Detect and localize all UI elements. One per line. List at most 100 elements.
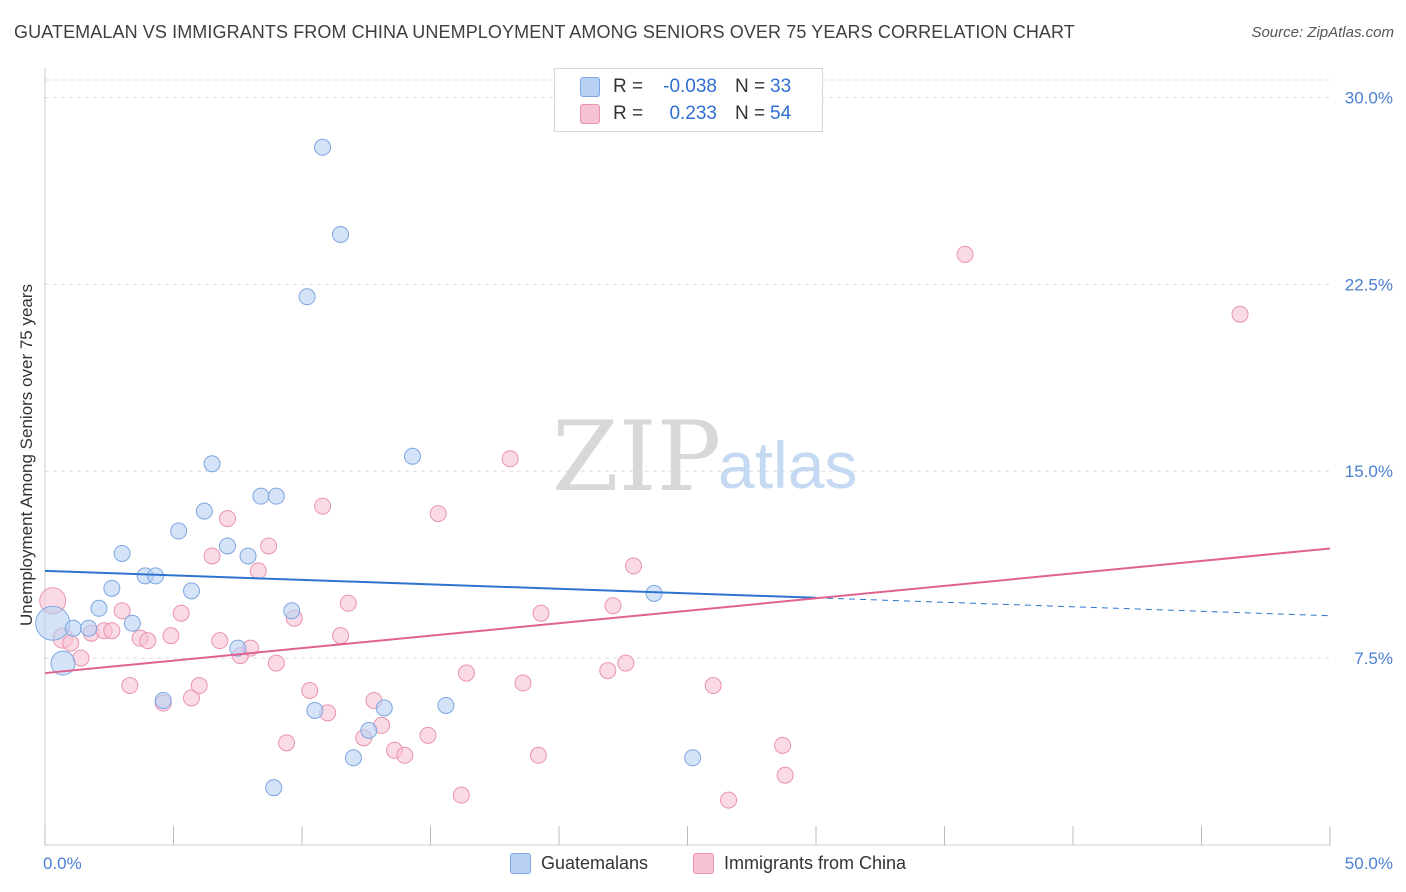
data-point-china [249, 562, 267, 580]
data-point-guatemalan [404, 447, 422, 465]
watermark-zip: ZIP [552, 401, 721, 513]
trendline-guatemalans-solid [44, 569, 817, 599]
data-point-china [457, 664, 475, 682]
trendline-immigrants-from-china [44, 547, 1331, 675]
data-point-china [339, 594, 357, 612]
stats-r-value: 0.233 [669, 103, 717, 124]
stats-swatch-blue [580, 77, 600, 97]
data-point-guatemalan [265, 779, 283, 797]
data-point-guatemalan [314, 138, 332, 156]
data-point-guatemalan [64, 619, 82, 637]
legend-label: Immigrants from China [724, 853, 907, 873]
x-tick-label: 0.0% [43, 854, 82, 873]
data-point-china [182, 689, 200, 707]
data-point-china [103, 622, 121, 640]
data-point-china [604, 597, 622, 615]
data-point-china [720, 791, 738, 809]
data-point-china [267, 654, 285, 672]
data-point-china [419, 726, 437, 744]
stats-swatch-pink [580, 104, 600, 124]
data-point-guatemalan [283, 602, 301, 620]
gridlines [45, 79, 1330, 659]
data-point-china [314, 497, 332, 515]
data-point-guatemalan [35, 605, 71, 641]
stats-row-immigrants-from-china: R = 0.233 N = 54 [555, 101, 822, 127]
data-point-guatemalan [80, 619, 98, 637]
chart-title: GUATEMALAN VS IMMIGRANTS FROM CHINA UNEM… [14, 22, 1075, 42]
y-tick-label: 7.5% [1354, 649, 1393, 668]
data-point-guatemalan [298, 288, 316, 306]
axes [44, 68, 1331, 846]
data-point-china [529, 746, 547, 764]
data-point-china [704, 677, 722, 695]
data-point-china [625, 557, 643, 575]
trendlines [44, 547, 1331, 675]
x-tick-labels: 0.0% 50.0% [43, 854, 1393, 873]
data-point-china [514, 674, 532, 692]
stats-n-value: 54 [770, 103, 792, 124]
data-point-guatemalan [267, 487, 285, 505]
data-point-guatemalan [239, 547, 257, 565]
data-point-china [190, 677, 208, 695]
data-point-china [162, 627, 180, 645]
data-point-guatemalan [375, 699, 393, 717]
legend-label: Guatemalans [541, 853, 649, 873]
watermark: ZIP atlas [552, 401, 857, 513]
data-point-guatemalan [90, 599, 108, 617]
data-point-china [452, 786, 470, 804]
data-point-guatemalan [344, 749, 362, 767]
stats-n-label: N = [735, 103, 766, 124]
stats-r-label: R = [613, 76, 644, 97]
data-point-china [776, 766, 794, 784]
data-point-guatemalan [229, 639, 247, 657]
stats-n-value: 33 [770, 76, 792, 97]
legend-swatch-blue [510, 853, 531, 874]
data-point-china [617, 654, 635, 672]
series-immigrants-from-china [39, 245, 1249, 809]
correlation-stats-box: R = -0.038 N = 33 R = 0.233 N = 54 [554, 68, 823, 132]
data-point-china [532, 604, 550, 622]
data-point-china [429, 505, 447, 523]
data-point-china [211, 632, 229, 650]
legend-swatch-pink [693, 853, 714, 874]
trendline-guatemalans-dashed [815, 597, 1331, 617]
data-point-guatemalan [103, 579, 121, 597]
data-point-china [203, 547, 221, 565]
data-point-china [301, 682, 319, 700]
stats-r-label: R = [613, 103, 644, 124]
data-point-china [62, 634, 80, 652]
data-point-china [774, 736, 792, 754]
data-point-china [501, 450, 519, 468]
source-label: Source: ZipAtlas.com [1251, 24, 1394, 41]
data-point-china [113, 602, 131, 620]
watermark-atlas: atlas [718, 428, 857, 502]
y-tick-label: 15.0% [1345, 462, 1393, 481]
data-point-guatemalan [360, 721, 378, 739]
data-point-guatemalan [437, 696, 455, 714]
data-point-china [278, 734, 296, 752]
data-point-guatemalan [195, 502, 213, 520]
data-point-guatemalan [332, 225, 350, 243]
x-tick-label: 50.0% [1345, 854, 1393, 873]
data-point-guatemalan [50, 650, 76, 676]
stats-r-value: -0.038 [663, 76, 717, 97]
data-point-china [956, 245, 974, 263]
data-point-guatemalan [154, 691, 172, 709]
data-point-guatemalan [684, 749, 702, 767]
data-point-guatemalan [170, 522, 188, 540]
data-point-china [396, 746, 414, 764]
series-guatemalans [35, 138, 702, 797]
stats-row-guatemalans: R = -0.038 N = 33 [555, 74, 822, 100]
data-point-guatemalan [203, 455, 221, 473]
stats-n-label: N = [735, 76, 766, 97]
data-point-china [218, 510, 236, 528]
data-point-guatemalan [113, 544, 131, 562]
y-tick-label: 30.0% [1345, 88, 1393, 107]
data-point-china [172, 604, 190, 622]
y-tick-labels: 7.5% 15.0% 22.5% 30.0% [1345, 88, 1393, 668]
data-point-china [1231, 305, 1249, 323]
data-point-china [599, 662, 617, 680]
data-point-china [332, 627, 350, 645]
data-point-china [121, 677, 139, 695]
